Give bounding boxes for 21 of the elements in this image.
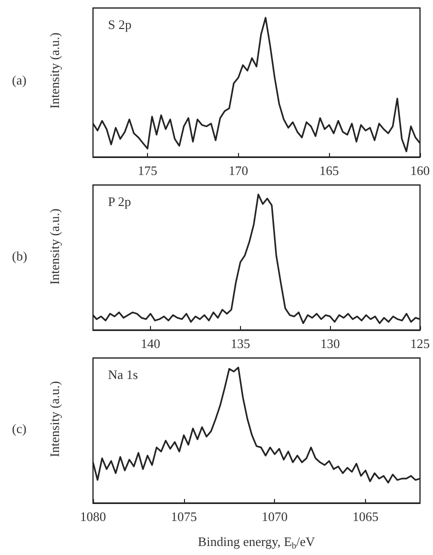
text: (c)	[12, 421, 26, 436]
x-tick-label: 140	[140, 336, 160, 351]
x-tick-label: 160	[410, 163, 430, 178]
x-tick-label: 130	[320, 336, 340, 351]
chart-title: Na 1s	[108, 367, 138, 382]
x-tick-label: 1065	[352, 509, 378, 524]
x-tick-label: 170	[228, 163, 248, 178]
x-tick-label: 1075	[170, 509, 197, 524]
x-tick-label: 165	[319, 163, 339, 178]
x-tick-label: 1070	[262, 509, 288, 524]
x-tick-label: 125	[410, 336, 430, 351]
text: (a)	[12, 72, 26, 88]
x-tick-label: 135	[230, 336, 250, 351]
text: (b)	[12, 248, 28, 264]
y-axis-title: Intensity (a.u.)	[47, 32, 62, 109]
y-axis-title: Intensity (a.u.)	[47, 208, 62, 285]
x-tick-label: 175	[138, 163, 158, 178]
chart-title: P 2p	[108, 194, 131, 209]
y-axis-title: Intensity (a.u.)	[47, 381, 62, 458]
x-tick-label: 1080	[80, 509, 106, 524]
chart-title: S 2p	[108, 17, 132, 32]
